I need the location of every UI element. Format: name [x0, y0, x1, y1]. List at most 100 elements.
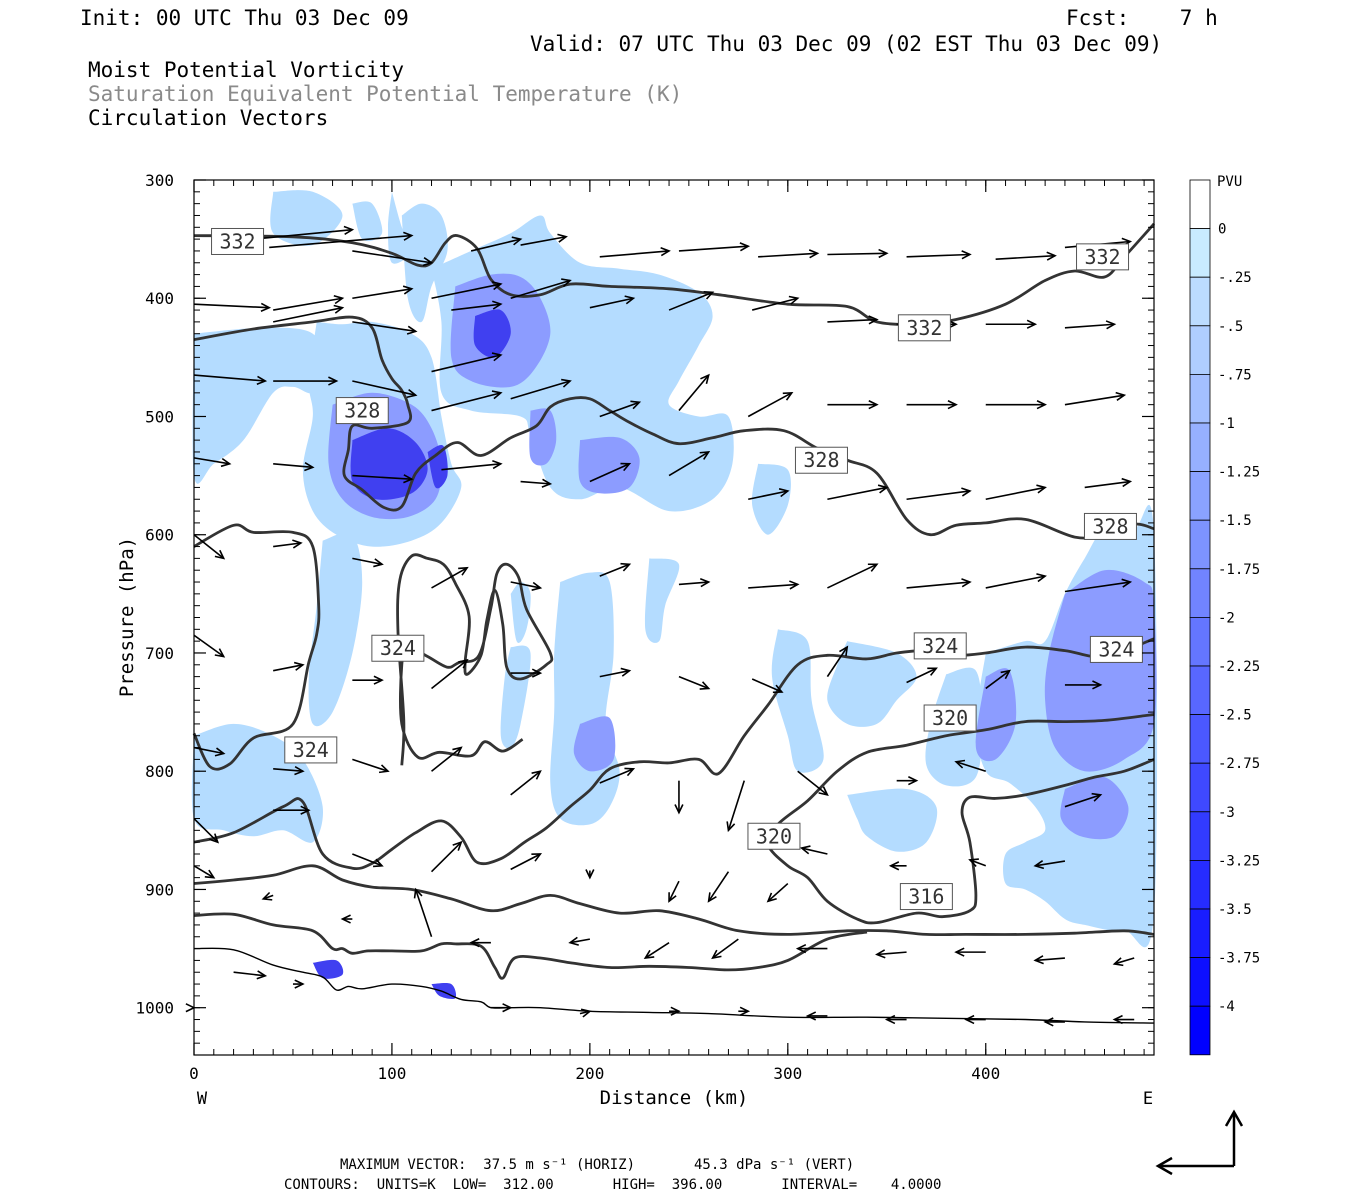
svg-text:332: 332	[906, 316, 942, 340]
y-tick-label: 600	[145, 526, 174, 545]
circulation-vector	[766, 882, 789, 903]
circulation-vector	[643, 941, 670, 960]
pv-region	[312, 959, 344, 979]
colorbar-tick-label: -1	[1218, 416, 1235, 432]
circulation-vector	[738, 1006, 751, 1016]
circulation-vector	[906, 578, 972, 589]
circulation-vector	[451, 300, 503, 311]
colorbar-tick-label: -2.5	[1218, 708, 1252, 724]
circulation-vector	[253, 225, 355, 240]
svg-text:324: 324	[1098, 637, 1134, 661]
circulation-vector	[896, 776, 919, 786]
svg-text:320: 320	[756, 824, 792, 848]
circulation-vector	[352, 853, 384, 868]
max-vector-note: MAXIMUM VECTOR: 37.5 m s⁻¹ (HORIZ) 45.3 …	[340, 1157, 855, 1173]
circulation-vector	[968, 858, 987, 867]
contour-label: 328	[794, 446, 848, 474]
theta-es-contour-layer	[192, 222, 1156, 1024]
contour-label-layer: 332 332 332 328 328 328 324 324 324 324 320 320 316	[211, 227, 1143, 911]
y-tick-label: 800	[145, 762, 174, 781]
x-tick-label: 0	[189, 1064, 199, 1083]
contour-label: 324	[284, 736, 338, 764]
x-tick-label: 400	[971, 1064, 1000, 1083]
circulation-vector	[193, 302, 272, 312]
svg-text:328: 328	[1092, 514, 1128, 538]
circulation-vector	[273, 661, 305, 672]
circulation-vector	[193, 865, 216, 879]
svg-text:324: 324	[380, 636, 416, 660]
circulation-vector	[510, 278, 572, 300]
contour-info-note: CONTOURS: UNITS=K LOW= 312.00 HIGH= 396.…	[284, 1177, 942, 1193]
circulation-vector	[273, 805, 311, 815]
init-time: Init: 00 UTC Thu 03 Dec 09	[80, 6, 409, 30]
pv-region	[192, 327, 323, 484]
colorbar-tick-label: -.5	[1218, 319, 1243, 335]
circulation-vector	[193, 746, 226, 757]
x-axis-label: Distance (km)	[600, 1087, 749, 1109]
circulation-vector	[954, 759, 986, 772]
circulation-vector	[1112, 957, 1135, 967]
colorbar-tick-label: -3.5	[1218, 902, 1252, 918]
circulation-vector	[579, 1008, 592, 1018]
circulation-vector	[193, 634, 226, 658]
circulation-vector	[995, 251, 1057, 261]
circulation-vector	[273, 294, 345, 311]
circulation-vector	[431, 390, 503, 412]
contour-label: 324	[913, 632, 967, 660]
circulation-vector	[352, 250, 434, 267]
pv-region	[510, 582, 531, 643]
circulation-vector	[668, 880, 680, 903]
circulation-vector	[510, 581, 543, 591]
pv-region	[1044, 569, 1157, 772]
circulation-vector	[510, 378, 572, 400]
circulation-vector	[430, 840, 463, 873]
circulation-vector	[1033, 860, 1066, 870]
circulation-vector	[510, 668, 543, 678]
circulation-vector	[413, 887, 433, 938]
svg-text:328: 328	[803, 448, 839, 472]
circulation-vector	[726, 780, 746, 833]
circulation-vector	[827, 484, 889, 501]
circulation-vector	[568, 936, 591, 946]
circulation-vector	[678, 242, 751, 252]
circulation-vector	[748, 580, 800, 590]
colorbar-swatch	[1189, 860, 1211, 910]
pv-region	[847, 788, 938, 852]
colorbar-tick-label: -3.25	[1218, 853, 1260, 869]
circulation-vector	[1064, 680, 1103, 690]
circulation-vector	[678, 373, 710, 412]
colorbar-tick-label: -.75	[1218, 367, 1252, 383]
colorbar-tick-label: -2.25	[1218, 659, 1260, 675]
circulation-vector	[1084, 477, 1133, 489]
y-tick-label: 300	[145, 171, 174, 190]
circulation-vector-layer	[185, 225, 1135, 1027]
circulation-vector	[678, 578, 711, 588]
x-tick-label: 200	[575, 1064, 604, 1083]
circulation-vector	[875, 949, 907, 959]
contour-label: 332	[897, 314, 951, 342]
circulation-vector	[490, 1003, 513, 1013]
pv-region	[529, 408, 557, 466]
svg-text:332: 332	[1084, 245, 1120, 269]
circulation-vector	[431, 566, 469, 589]
circulation-vector	[668, 290, 715, 311]
circulation-vector	[273, 462, 315, 472]
colorbar-swatch	[1189, 665, 1211, 715]
theta-es-contour	[396, 553, 554, 766]
colorbar-tick-label: -4	[1218, 999, 1235, 1015]
circulation-vector	[185, 1003, 196, 1013]
circulation-vector	[520, 478, 553, 488]
colorbar-swatch	[1189, 762, 1211, 813]
colorbar-tick-label: -3	[1218, 805, 1235, 821]
colorbar-swatch	[1189, 471, 1211, 521]
colorbar-tick-label: 0	[1218, 222, 1226, 238]
circulation-vector	[292, 979, 305, 989]
colorbar-swatch	[1189, 908, 1211, 958]
forecast-hour: Fcst: 7 h	[1066, 6, 1218, 30]
circulation-vector	[352, 474, 414, 484]
title-vectors: Circulation Vectors	[88, 106, 329, 130]
colorbar-swatch	[1189, 276, 1211, 327]
circulation-vector	[510, 770, 542, 796]
contour-label: 332	[211, 227, 265, 255]
circulation-vector	[193, 457, 232, 468]
